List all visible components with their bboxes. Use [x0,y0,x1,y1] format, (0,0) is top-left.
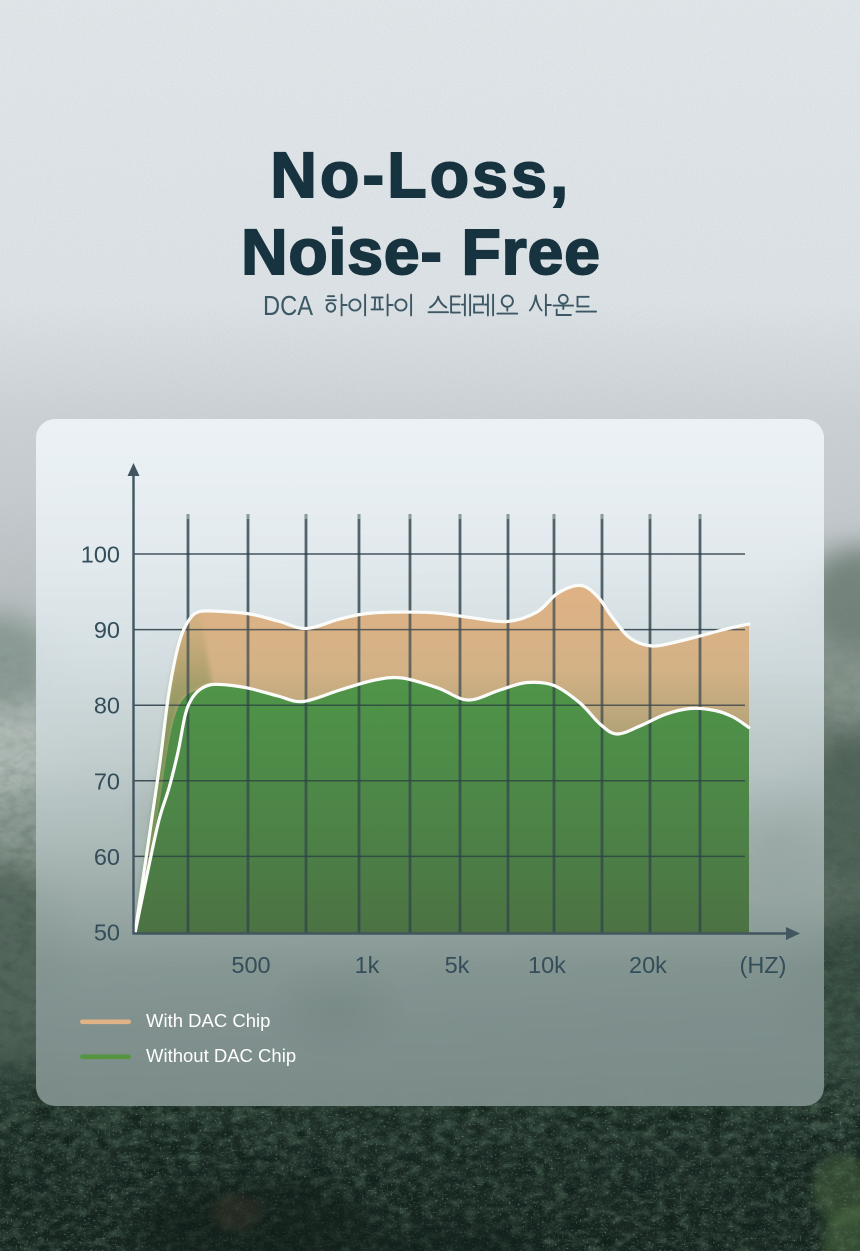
svg-text:60: 60 [94,844,120,870]
svg-text:5k: 5k [445,952,470,978]
svg-text:DCA: DCA [263,290,314,321]
svg-text:90: 90 [94,617,120,643]
svg-text:10k: 10k [528,952,566,978]
svg-text:1k: 1k [355,952,380,978]
svg-text:100: 100 [81,542,120,568]
svg-text:500: 500 [231,952,270,978]
svg-text:(HZ): (HZ) [740,952,787,978]
svg-text:70: 70 [94,768,120,794]
svg-text:80: 80 [94,693,120,719]
svg-text:20k: 20k [629,952,667,978]
svg-text:Without DAC Chip: Without DAC Chip [146,1045,296,1066]
svg-text:With DAC Chip: With DAC Chip [146,1010,270,1031]
svg-text:50: 50 [94,920,120,946]
